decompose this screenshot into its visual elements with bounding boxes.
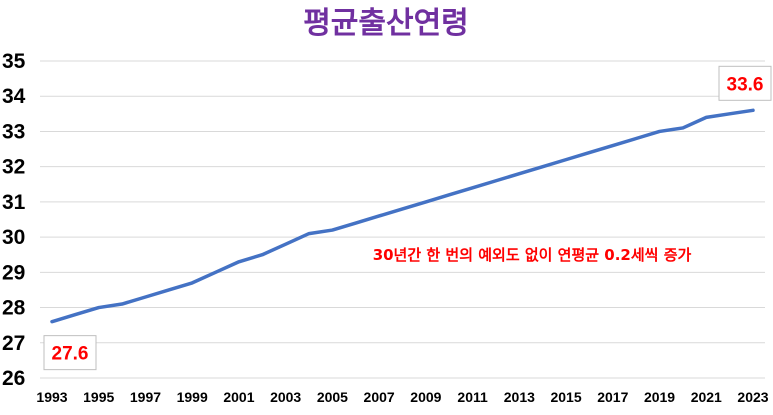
- x-tick-label: 2017: [597, 389, 628, 405]
- data-callout-box: [43, 335, 97, 371]
- y-tick-label: 32: [2, 156, 25, 179]
- x-tick-label: 2009: [410, 389, 441, 405]
- x-tick-label: 1997: [130, 389, 161, 405]
- x-tick-label: 1999: [177, 389, 208, 405]
- x-tick-label: 2003: [270, 389, 301, 405]
- x-tick-label: 2007: [364, 389, 395, 405]
- x-tick-label: 2023: [737, 389, 768, 405]
- callouts: 27.6 33.6: [43, 65, 772, 371]
- x-tick-label: 2011: [457, 389, 488, 405]
- y-tick-label: 30: [2, 226, 25, 249]
- y-tick-label: 27: [2, 332, 25, 355]
- chart-annotation: 30년간 한 번의 예외도 없이 연평균 0.2세씩 증가: [373, 246, 692, 264]
- y-axis: 26 27 28 29 30 31 32 33 34 35: [2, 50, 26, 390]
- y-tick-label: 26: [2, 367, 25, 390]
- x-axis: 1993 1995 1997 1999 2001 2003 2005 2007 2009 2011…: [36, 389, 768, 405]
- x-tick-label: 1995: [83, 389, 114, 405]
- data-callout-box: [718, 65, 772, 101]
- x-tick-label: 2001: [223, 389, 254, 405]
- x-tick-label: 2015: [550, 389, 581, 405]
- data-label: 33.6: [727, 74, 764, 95]
- y-tick-label: 29: [2, 261, 25, 284]
- y-tick-label: 31: [2, 191, 26, 214]
- y-tick-label: 34: [2, 85, 26, 108]
- y-tick-label: 33: [2, 120, 25, 143]
- x-tick-label: 2019: [644, 389, 675, 405]
- grid: [40, 60, 765, 379]
- x-tick-label: 2005: [317, 389, 348, 405]
- chart-title: 평균출산연령: [303, 6, 469, 41]
- x-tick-label: 2021: [691, 389, 722, 405]
- data-label: 27.6: [52, 344, 89, 365]
- x-tick-label: 1993: [36, 389, 67, 405]
- y-tick-label: 35: [2, 50, 26, 73]
- x-tick-label: 2013: [504, 389, 535, 405]
- y-tick-label: 28: [2, 297, 26, 320]
- series-line: [50, 108, 755, 324]
